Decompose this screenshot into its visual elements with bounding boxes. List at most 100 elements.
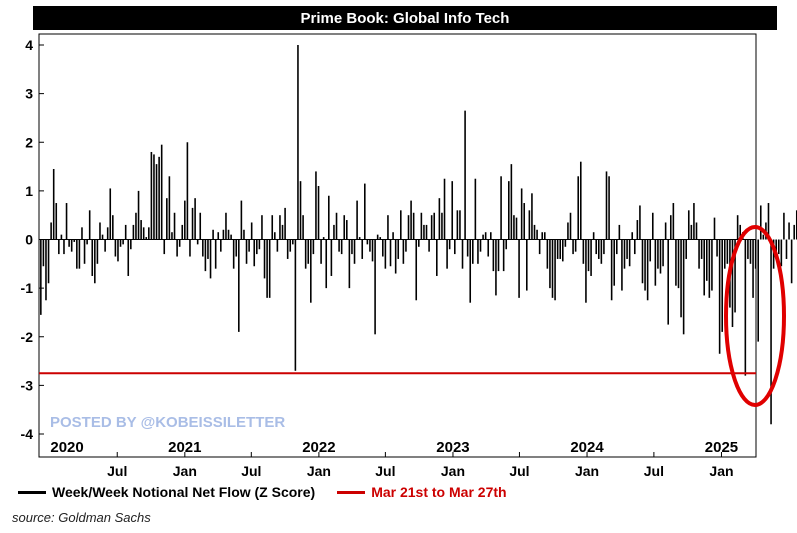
bar — [258, 239, 261, 250]
bar — [361, 239, 364, 259]
bar — [526, 239, 528, 291]
bar — [227, 229, 230, 240]
bar — [777, 239, 780, 255]
bar — [160, 144, 163, 240]
bar — [618, 224, 621, 240]
year-label: 2025 — [705, 439, 738, 456]
bar — [446, 239, 448, 269]
bar — [752, 239, 754, 298]
bar — [186, 142, 189, 240]
bar — [649, 239, 652, 262]
bar — [461, 239, 464, 269]
bar — [202, 239, 204, 257]
bar — [700, 239, 703, 259]
bar — [690, 224, 693, 240]
bar — [168, 176, 171, 240]
bar — [546, 239, 549, 269]
bar — [181, 224, 184, 240]
bar — [266, 239, 268, 298]
bar — [500, 176, 502, 240]
bar — [623, 239, 626, 269]
bar — [695, 222, 698, 240]
bar — [420, 212, 423, 240]
bar — [137, 190, 140, 240]
bar — [641, 239, 644, 284]
bar — [533, 224, 536, 240]
bar — [281, 224, 284, 240]
bar — [610, 239, 613, 301]
bar — [299, 181, 302, 240]
bar — [613, 239, 616, 286]
bar — [312, 239, 315, 255]
bar — [196, 239, 199, 245]
bar — [621, 239, 623, 291]
bar — [508, 181, 510, 240]
bar — [703, 239, 705, 296]
bar — [515, 217, 518, 240]
bar — [104, 239, 106, 252]
bar — [405, 239, 407, 252]
bar — [685, 239, 687, 259]
bar — [253, 239, 256, 267]
year-label: 2024 — [570, 439, 604, 456]
bar — [235, 239, 238, 257]
month-label: Jan — [173, 463, 197, 479]
bar — [667, 239, 669, 325]
bar — [490, 232, 492, 240]
bar — [184, 200, 186, 240]
bar — [366, 239, 369, 245]
bar — [122, 239, 124, 245]
bar — [140, 220, 142, 240]
bar — [379, 237, 382, 240]
bar — [302, 215, 304, 240]
bar — [268, 239, 271, 298]
bar — [443, 178, 446, 240]
bar — [477, 239, 479, 264]
bar — [592, 232, 595, 240]
bar — [731, 239, 734, 328]
bar — [325, 239, 328, 289]
y-tick-label: -4 — [21, 426, 34, 442]
bar — [384, 239, 387, 269]
bar — [734, 239, 736, 313]
bar — [479, 239, 482, 252]
month-label: Jan — [575, 463, 599, 479]
bar — [716, 239, 718, 257]
bar — [78, 239, 81, 269]
bar — [214, 239, 217, 269]
bar — [466, 239, 469, 257]
bar — [595, 239, 598, 255]
legend: Week/Week Notional Net Flow (Z Score) Ma… — [18, 484, 529, 500]
bar — [127, 239, 130, 276]
bar — [81, 227, 83, 240]
bar — [297, 45, 299, 240]
bar — [173, 212, 176, 240]
bar — [556, 239, 559, 259]
bar — [222, 229, 225, 240]
bar — [564, 239, 567, 247]
bar — [76, 239, 78, 269]
bar — [487, 239, 490, 257]
bar — [459, 210, 461, 240]
bar — [340, 239, 343, 255]
bar — [651, 212, 654, 240]
bar — [369, 239, 371, 252]
highlight-ellipse — [724, 225, 786, 407]
bar — [371, 239, 374, 262]
bar — [101, 234, 104, 240]
bar — [276, 239, 279, 252]
bar — [705, 239, 708, 281]
bar — [587, 239, 590, 272]
bar — [582, 239, 585, 264]
bar — [86, 239, 88, 245]
bar — [428, 239, 430, 252]
bar — [497, 239, 500, 272]
bar — [718, 239, 721, 354]
bar — [657, 239, 659, 269]
bar — [418, 239, 420, 247]
bar — [271, 215, 274, 240]
bar — [50, 222, 52, 240]
bar — [274, 232, 276, 240]
month-label: Jul — [509, 463, 529, 479]
bar — [322, 237, 325, 240]
